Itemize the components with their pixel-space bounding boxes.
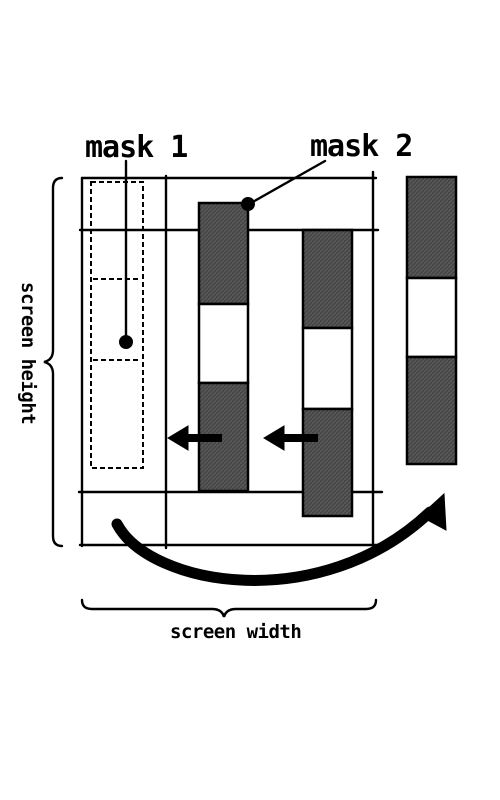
screen-height-label: screen height [17,282,39,424]
wrap-around-arrow-head [419,492,447,531]
left-arrow-2 [263,425,318,451]
bar2-gap [301,326,354,411]
bar-column-3 [405,175,458,466]
bar1-bottom-block [197,381,250,493]
screen-width-label: screen width [170,621,301,643]
bar3-bottom-block [405,355,458,466]
bar2-top-block [301,228,354,330]
bar-column-2 [301,228,354,518]
left-arrow-1 [167,425,222,451]
bar-column-1 [197,201,250,493]
bar3-gap [405,276,458,359]
mask2-label: mask 2 [310,129,412,164]
screen-height-brace [43,176,64,548]
ghost-column-outline [90,181,144,469]
mask1-ghost-column [90,181,144,469]
bar2-bottom-block [301,407,354,518]
mask1-pointer-dot [119,335,133,349]
mask2-pointer-line [249,159,327,205]
wrap-around-arrow-curve [111,506,436,586]
bar1-gap [197,302,250,385]
mask1-label: mask 1 [85,130,187,165]
screen-width-brace [80,598,378,618]
mask2-pointer-dot [241,197,255,211]
bar3-top-block [405,175,458,280]
bar1-top-block [197,201,250,306]
